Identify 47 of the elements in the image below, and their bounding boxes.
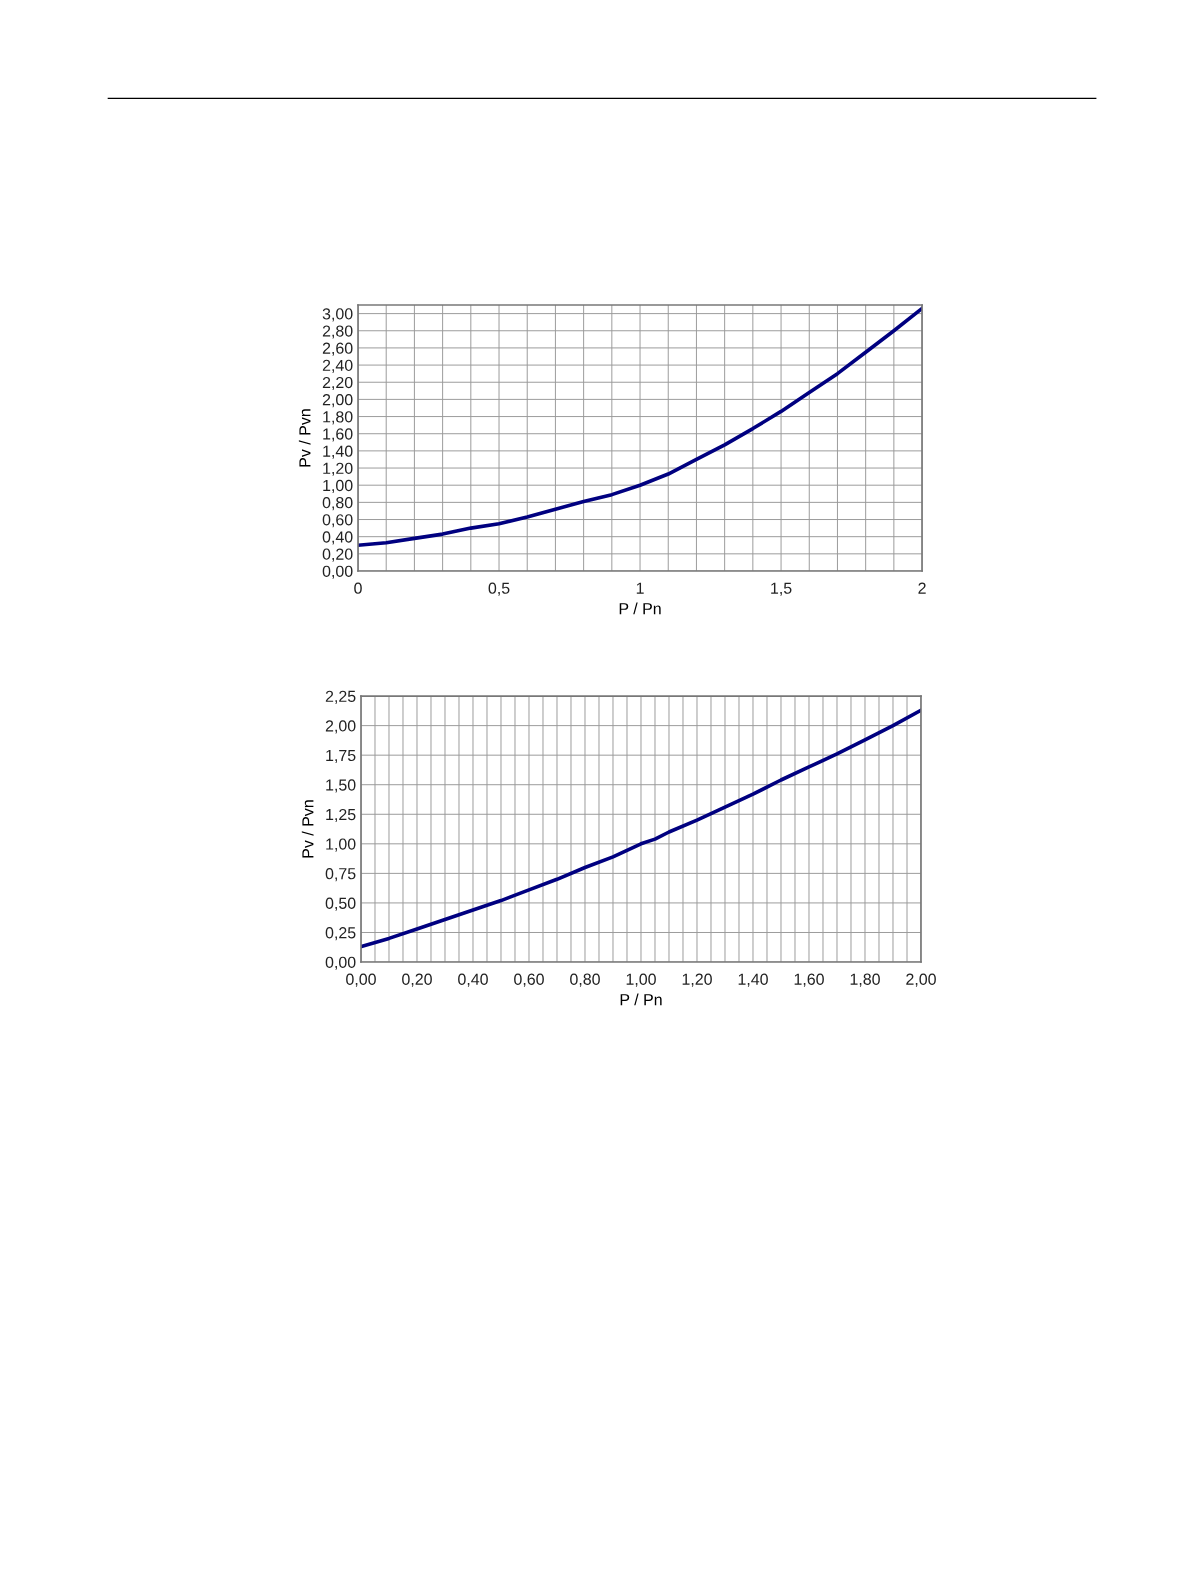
line-series [360,708,921,949]
x-tick-label: 0,20 [402,973,432,987]
y-tick-label: 0,00 [322,565,353,579]
y-tick-label: 0,25 [325,927,356,941]
y-tick-label: 0,60 [322,514,353,528]
x-tick-label: 0,5 [488,582,510,596]
y-tick-label: 2,80 [322,325,353,339]
x-tick-label: 1,20 [682,973,712,987]
y-tick-label: 2,60 [322,342,353,356]
x-tick-label: 0,00 [346,973,376,987]
x-tick-label: 0 [354,582,362,594]
y-tick-label: 1,60 [323,428,353,442]
y-tick-label: 1,00 [323,479,353,494]
x-tick-label: 1,5 [771,582,792,596]
x-tick-label: 1,40 [738,973,768,987]
y-tick-label: 2,40 [322,359,353,373]
x-tick-label: 2 [918,582,926,594]
y-axis-title: Pv / Pvn [301,800,314,858]
y-tick-label: 0,40 [322,531,353,545]
x-tick-label: 0,60 [514,973,544,987]
x-axis-title: P / Pn [620,993,662,1006]
y-tick-label: 1,40 [323,445,353,459]
y-tick-label: 2,00 [325,720,356,734]
x-tick-label: 1,60 [794,973,824,987]
y-axis-title: Pv / Pvn [298,409,311,467]
x-tick-label: 1,80 [850,973,880,987]
y-tick-label: 0,75 [325,868,356,882]
y-tick-label: 2,25 [325,690,356,704]
x-tick-label: 2,00 [906,973,936,987]
x-axis-title: P / Pn [619,602,661,615]
x-tick-label: 0,80 [570,973,600,987]
y-tick-label: 3,00 [322,308,353,322]
y-tick-label: 1,20 [323,462,353,476]
y-tick-label: 1,00 [326,838,356,852]
y-tick-label: 0,50 [325,897,356,911]
y-tick-label: 0,00 [325,956,356,970]
y-tick-label: 2,00 [322,394,353,408]
x-tick-label: 1 [636,582,644,594]
y-tick-label: 0,80 [322,497,353,511]
y-tick-label: 0,20 [322,548,353,562]
y-tick-label: 1,25 [326,808,356,823]
y-tick-label: 1,75 [326,749,356,763]
x-tick-label: 1,00 [626,973,656,987]
y-tick-label: 1,80 [323,411,353,425]
y-tick-label: 1,50 [326,779,356,793]
y-tick-label: 2,20 [322,376,353,391]
x-tick-label: 0,40 [458,973,488,987]
